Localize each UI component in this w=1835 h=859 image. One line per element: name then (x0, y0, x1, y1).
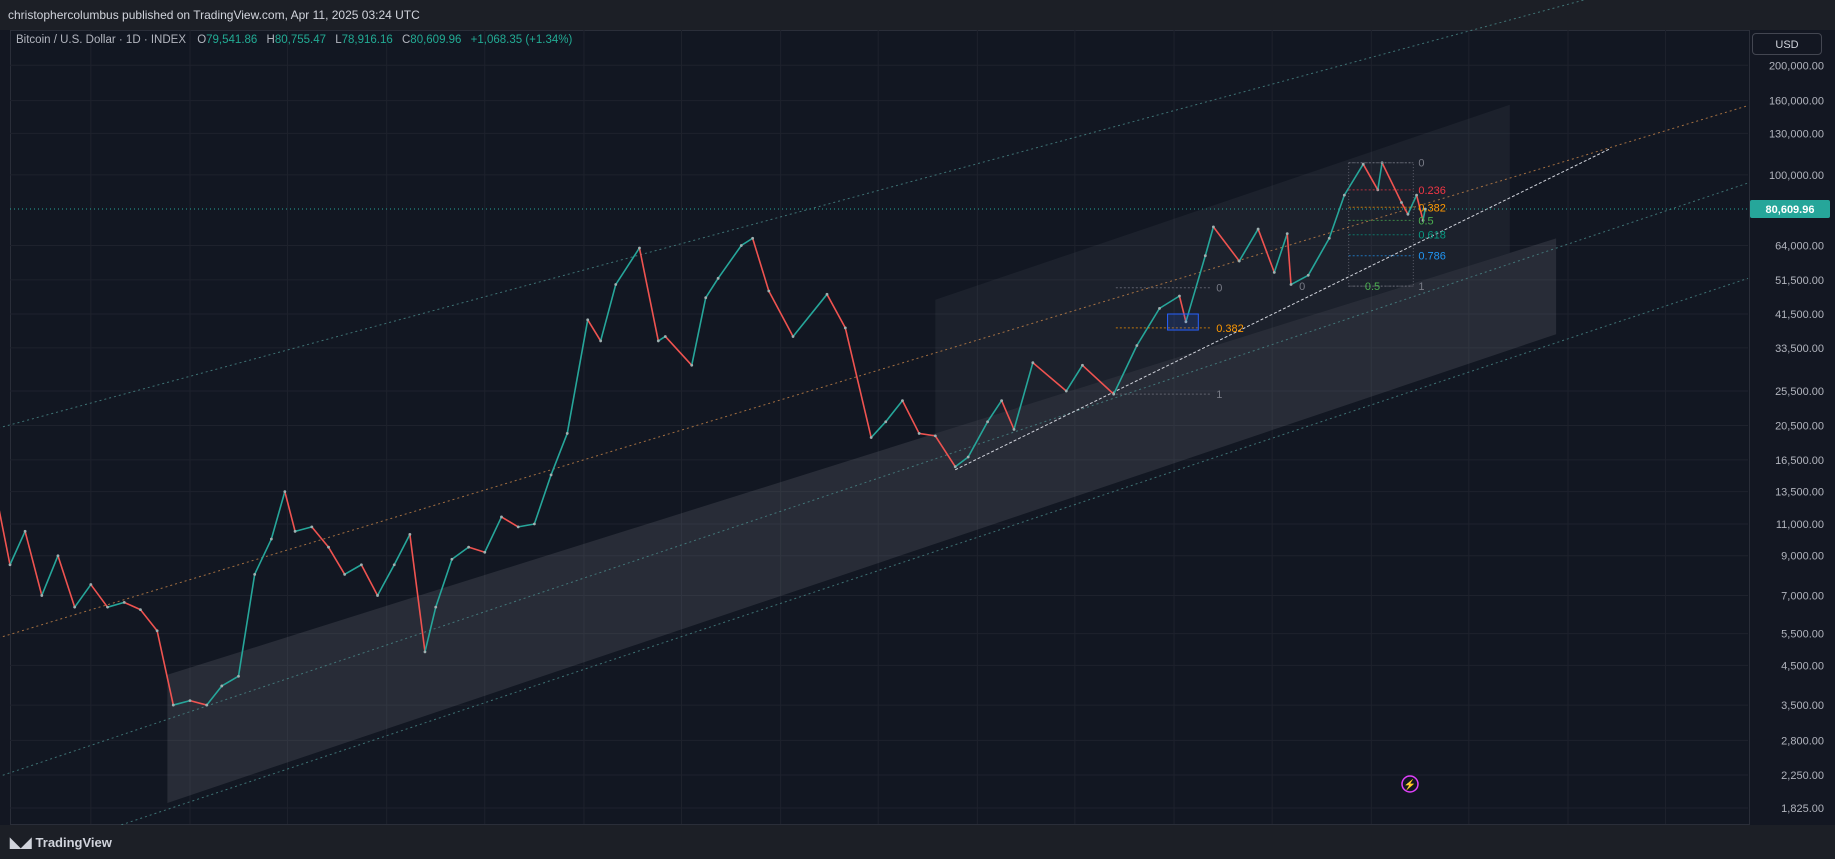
y-tick-label: 5,500.00 (1781, 629, 1824, 641)
y-tick-label: 1,825.00 (1781, 803, 1824, 815)
y-tick-label: 4,500.00 (1781, 660, 1824, 672)
price-segment (0, 510, 11, 565)
low-value: 78,916.16 (341, 34, 393, 46)
y-tick-label: 25,500.00 (1775, 386, 1824, 398)
high-value: 80,755.47 (274, 34, 326, 46)
tradingview-logo[interactable]: ◣◢ TradingView (10, 834, 112, 851)
chart-area[interactable] (10, 30, 1750, 825)
publisher-line: christophercolumbus published on Trading… (8, 8, 420, 22)
low-label: L (335, 34, 342, 46)
tradingview-logo-icon: ◣◢ (10, 834, 32, 850)
y-tick-label: 41,500.00 (1775, 309, 1824, 321)
current-price-tag (1750, 199, 1830, 218)
symbol-legend: Bitcoin / U.S. Dollar · 1D · INDEX O79,5… (16, 34, 572, 46)
y-tick-label: 51,500.00 (1775, 275, 1824, 287)
y-tick-label: 3,500.00 (1781, 700, 1824, 712)
current-price-label: 80,609.96 (1766, 204, 1815, 216)
publisher-bar: christophercolumbus published on Trading… (0, 0, 1835, 30)
y-tick-label: 2,250.00 (1781, 770, 1824, 782)
change-value: +1,068.35 (+1.34%) (470, 34, 573, 46)
y-tick-label: 11,000.00 (1776, 519, 1824, 531)
open-label: O (197, 34, 207, 46)
y-tick-label: 64,000.00 (1775, 240, 1824, 252)
y-tick-label: 2,800.00 (1781, 735, 1824, 747)
y-tick-label: 7,000.00 (1781, 590, 1824, 602)
close-value: 80,609.96 (410, 34, 462, 46)
y-tick-label: 9,000.00 (1781, 551, 1824, 563)
y-tick-label: 200,000.00 (1769, 60, 1824, 72)
y-tick-label: 130,000.00 (1769, 128, 1824, 140)
footer-bar (0, 825, 1835, 859)
high-label: H (266, 34, 275, 46)
y-tick-label: 13,500.00 (1775, 487, 1824, 499)
open-value: 79,541.86 (206, 34, 258, 46)
y-tick-label: 20,500.00 (1775, 421, 1824, 433)
y-tick-label: 160,000.00 (1769, 96, 1824, 108)
symbol-title[interactable]: Bitcoin / U.S. Dollar · 1D · INDEX (16, 34, 186, 46)
currency-button[interactable]: USD (1752, 33, 1822, 55)
y-tick-label: 33,500.00 (1775, 343, 1824, 355)
y-tick-label: 16,500.00 (1775, 455, 1824, 467)
tradingview-brand: TradingView (35, 835, 112, 850)
y-tick-label: 100,000.00 (1769, 170, 1824, 182)
